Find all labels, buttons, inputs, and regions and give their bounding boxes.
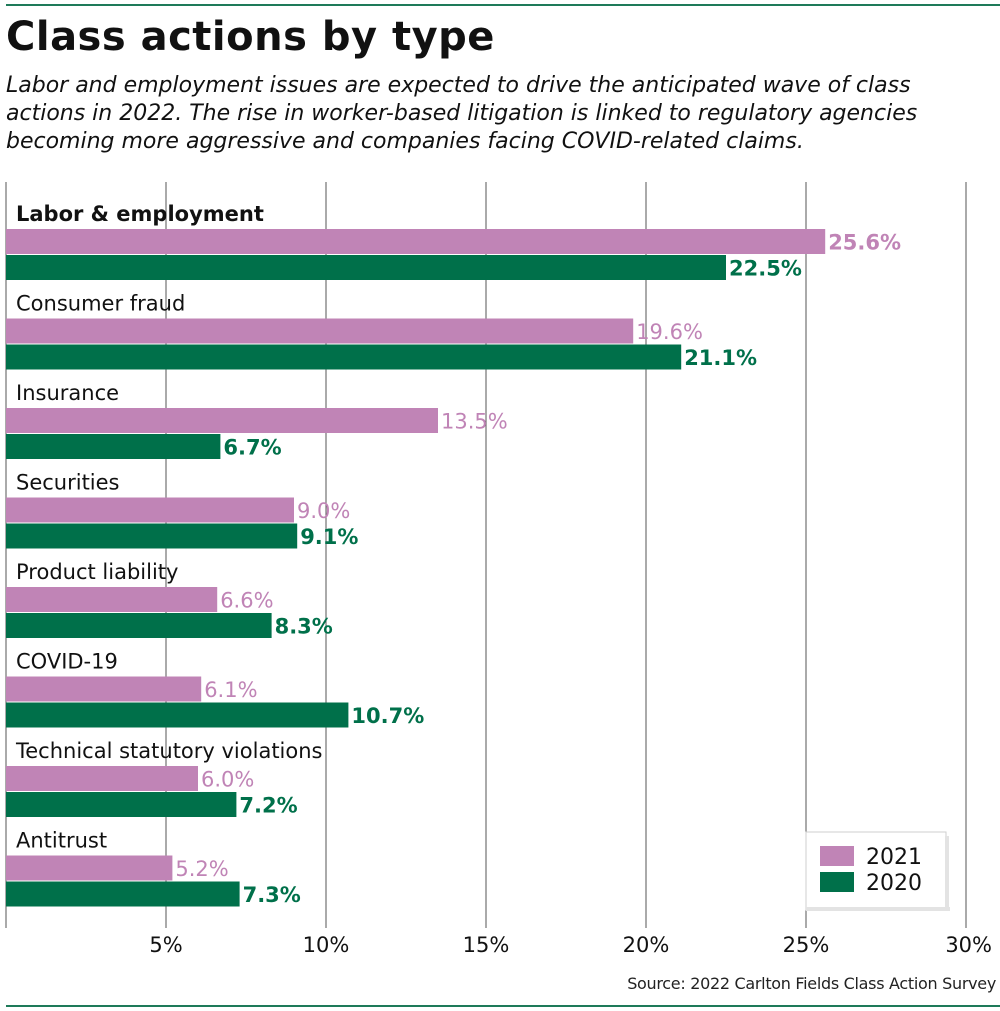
bar-2021 bbox=[6, 408, 438, 433]
data-label-2020: 7.3% bbox=[243, 883, 301, 907]
bar-2021 bbox=[6, 676, 202, 702]
legend-label-2020: 2020 bbox=[866, 871, 922, 896]
x-tick-label: 25% bbox=[783, 933, 830, 957]
legend-shadow bbox=[945, 836, 949, 911]
bottom-rule bbox=[6, 1005, 1000, 1007]
chart-title: Class actions by type bbox=[6, 14, 495, 60]
x-tick-label: 10% bbox=[303, 933, 350, 957]
data-label-2020: 10.7% bbox=[351, 704, 424, 728]
bar-2020 bbox=[6, 881, 240, 907]
data-label-2021: 25.6% bbox=[828, 231, 901, 255]
bar-2021 bbox=[6, 587, 218, 612]
data-label-2020: 7.2% bbox=[239, 794, 297, 818]
data-label-2021: 5.2% bbox=[175, 857, 228, 881]
bar-2020 bbox=[6, 702, 349, 728]
data-label-2020: 22.5% bbox=[729, 257, 802, 281]
x-tick-label: 30% bbox=[945, 933, 992, 957]
data-label-2021: 6.1% bbox=[204, 678, 257, 702]
bar-2021 bbox=[6, 229, 826, 254]
legend-swatch-2021 bbox=[820, 846, 854, 866]
legend-shadow bbox=[806, 907, 950, 911]
category-label: Labor & employment bbox=[16, 202, 264, 226]
data-label-2021: 19.6% bbox=[636, 320, 703, 344]
x-tick-label: 20% bbox=[623, 933, 670, 957]
category-label: COVID-19 bbox=[16, 650, 118, 674]
bar-2021 bbox=[6, 318, 634, 344]
category-label: Consumer fraud bbox=[16, 292, 185, 316]
legend-swatch-2020 bbox=[820, 872, 854, 892]
x-tick-label: 5% bbox=[149, 933, 182, 957]
data-label-2021: 6.6% bbox=[220, 589, 273, 613]
source-note: Source: 2022 Carlton Fields Class Action… bbox=[627, 974, 996, 993]
data-label-2021: 13.5% bbox=[441, 410, 508, 434]
bar-2020 bbox=[6, 255, 726, 280]
data-label-2020: 9.1% bbox=[300, 525, 358, 549]
legend-label-2021: 2021 bbox=[866, 845, 922, 870]
data-label-2020: 21.1% bbox=[684, 346, 757, 370]
bar-2021 bbox=[6, 766, 198, 791]
bar-2021 bbox=[6, 855, 173, 881]
x-tick-label: 15% bbox=[463, 933, 510, 957]
bar-2021 bbox=[6, 497, 294, 523]
chart-subtitle: Labor and employment issues are expected… bbox=[6, 73, 918, 154]
bar-2020 bbox=[6, 523, 298, 549]
data-label-2020: 6.7% bbox=[223, 436, 281, 460]
data-label-2021: 6.0% bbox=[201, 768, 254, 792]
bar-2020 bbox=[6, 792, 237, 817]
bar-2020 bbox=[6, 344, 682, 370]
category-label: Insurance bbox=[16, 381, 119, 405]
category-label: Antitrust bbox=[16, 829, 107, 853]
bar-2020 bbox=[6, 613, 272, 638]
category-label: Securities bbox=[16, 471, 120, 495]
category-label: Technical statutory violations bbox=[15, 739, 323, 763]
category-label: Product liability bbox=[16, 560, 178, 584]
data-label-2020: 8.3% bbox=[275, 615, 333, 639]
bar-2020 bbox=[6, 434, 221, 459]
data-label-2021: 9.0% bbox=[297, 499, 350, 523]
top-rule bbox=[6, 4, 1000, 6]
